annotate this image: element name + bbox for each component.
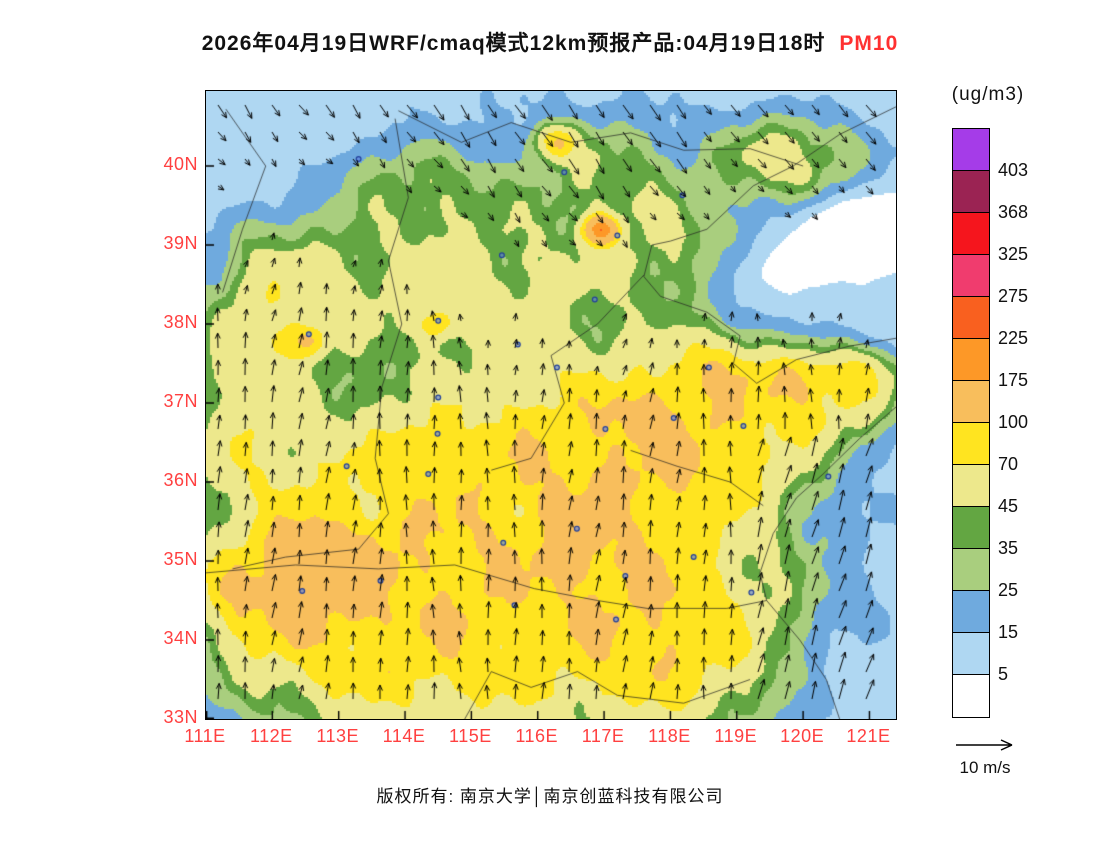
colorbar-box (953, 171, 989, 213)
y-tick-label: 39N (163, 233, 198, 254)
y-tick-label: 40N (163, 154, 198, 175)
colorbar-box (953, 255, 989, 297)
x-tick-label: 119E (714, 726, 758, 746)
x-tick-label: 116E (515, 726, 559, 746)
y-tick-label: 36N (163, 470, 198, 491)
colorbar-box (953, 129, 989, 171)
colorbar-level-label: 325 (998, 244, 1029, 264)
map-canvas (206, 91, 896, 719)
y-tick-label: 37N (163, 391, 198, 412)
colorbar (952, 128, 990, 718)
colorbar-box (953, 423, 989, 465)
colorbar-level-label: 5 (998, 664, 1009, 684)
colorbar-box (953, 465, 989, 507)
title-text: 2026年04月19日WRF/cmaq模式12km预报产品:04月19日18时 (201, 32, 826, 55)
x-tick-label: 121E (846, 726, 891, 746)
colorbar-box (953, 297, 989, 339)
colorbar-level-label: 403 (998, 160, 1029, 180)
colorbar-level-label: 45 (998, 496, 1019, 516)
colorbar-box (953, 675, 989, 717)
colorbar-box (953, 381, 989, 423)
colorbar-units-label: (ug/m3) (951, 84, 1025, 105)
colorbar-level-label: 100 (998, 412, 1029, 432)
x-tick-label: 120E (780, 726, 825, 746)
colorbar-level-label: 15 (998, 622, 1019, 642)
copyright-footer: 版权所有: 南京大学│南京创蓝科技有限公司 (376, 787, 724, 806)
colorbar-level-label: 35 (998, 538, 1019, 558)
y-tick-label: 34N (163, 628, 198, 648)
colorbar-level-label: 275 (998, 286, 1029, 306)
colorbar-level-label: 225 (998, 328, 1029, 348)
colorbar-box (953, 507, 989, 549)
title-species: PM10 (839, 32, 899, 55)
colorbar-box (953, 549, 989, 591)
colorbar-level-label: 368 (998, 202, 1029, 222)
y-tick-label: 33N (163, 707, 198, 727)
wind-scale-legend: 10 m/s (942, 736, 1028, 778)
colorbar-level-label: 175 (998, 370, 1029, 390)
map-frame (205, 90, 897, 720)
x-tick-label: 114E (382, 726, 426, 746)
x-tick-label: 117E (581, 726, 625, 746)
colorbar-box (953, 591, 989, 633)
x-tick-label: 112E (249, 726, 293, 746)
colorbar-box (953, 213, 989, 255)
x-tick-label: 118E (648, 726, 691, 746)
wind-scale-label: 10 m/s (959, 758, 1011, 777)
y-tick-label: 35N (163, 549, 198, 569)
x-tick-label: 113E (316, 726, 360, 746)
colorbar-level-label: 25 (998, 580, 1019, 600)
colorbar-box (953, 339, 989, 381)
colorbar-level-label: 70 (998, 454, 1019, 474)
x-tick-label: 115E (449, 726, 492, 746)
page-title: 2026年04月19日WRF/cmaq模式12km预报产品:04月19日18时 P… (0, 27, 1100, 57)
wind-scale-arrow-icon (956, 739, 1013, 751)
colorbar-box (953, 633, 989, 675)
x-tick-label: 111E (184, 726, 226, 746)
y-tick-label: 38N (163, 312, 198, 333)
